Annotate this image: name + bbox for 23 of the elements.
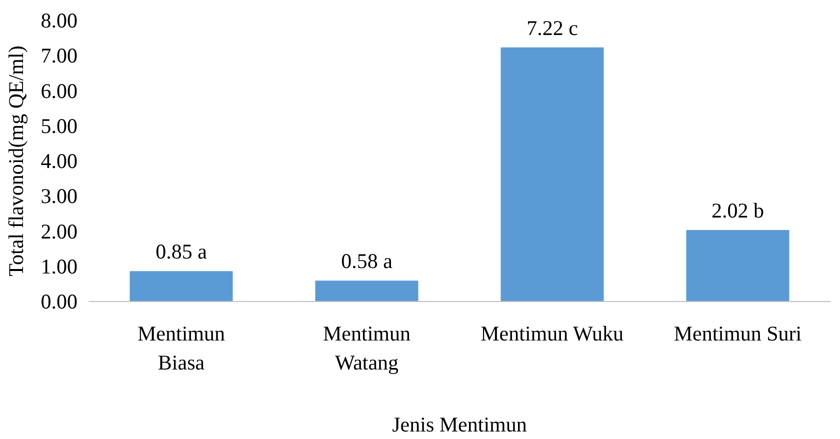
- y-tick-label: 6.00: [40, 78, 78, 103]
- bar: [686, 230, 790, 302]
- x-tick-label: Mentimun Watang: [323, 322, 411, 374]
- data-label: 2.02 b: [712, 198, 764, 223]
- y-tick-label: 0.00: [40, 290, 78, 314]
- bar: [500, 47, 604, 302]
- x-axis-title: Jenis Mentimun: [392, 412, 528, 436]
- data-label: 0.58 a: [341, 249, 394, 274]
- bar: [130, 271, 233, 302]
- y-tick-label: 4.00: [40, 149, 78, 173]
- y-tick-label: 7.00: [40, 44, 78, 68]
- x-tick-label: Mentimun Wuku: [480, 322, 624, 346]
- y-tick-label: 1.00: [40, 254, 78, 278]
- bar: [315, 280, 418, 302]
- x-tick-label: Mentimun Suri: [674, 322, 802, 346]
- y-axis-title: Total flavonoid(mg QE/ml): [4, 46, 28, 276]
- data-label: 7.22 c: [526, 16, 578, 40]
- y-tick-label: 3.00: [40, 184, 78, 208]
- x-tick-label: Mentimun Biasa: [138, 322, 226, 374]
- y-tick-label: 5.00: [40, 114, 78, 138]
- y-tick-label: 8.00: [40, 8, 78, 32]
- data-label: 0.85 a: [156, 240, 208, 264]
- y-tick-label: 2.00: [40, 219, 78, 244]
